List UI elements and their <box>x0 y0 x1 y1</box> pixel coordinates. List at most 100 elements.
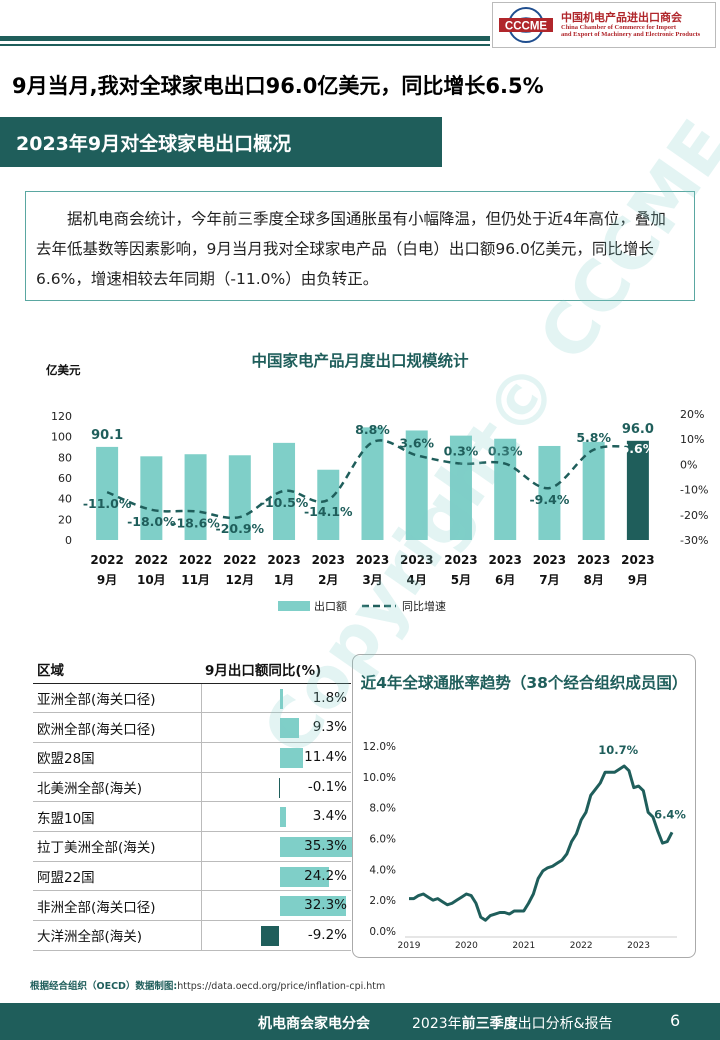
x-tick-year: 2022 <box>135 553 168 567</box>
x-tick-label: 2021 <box>512 941 535 951</box>
y-tick-label: 8.0% <box>369 803 396 815</box>
export-bar <box>361 427 384 540</box>
growth-value: 9.3% <box>312 719 347 736</box>
growth-bar <box>279 747 303 768</box>
region-name: 亚洲全部(海关口径) <box>33 683 202 714</box>
yoy-value-label: -14.1% <box>304 504 353 519</box>
yoy-value-label: 0.3% <box>444 444 479 459</box>
x-tick-month: 6月 <box>495 573 515 587</box>
inflation-line <box>409 764 674 922</box>
cccme-logo-icon: CCCME <box>497 5 555 45</box>
growth-value: 35.3% <box>304 837 347 854</box>
export-bar <box>317 469 340 540</box>
region-name: 阿盟22国 <box>33 861 202 892</box>
yoy-value-label: -10.5% <box>260 495 309 510</box>
x-tick-year: 2023 <box>488 553 521 567</box>
inflation-chart-panel: 近4年全球通胀率趋势（38个经合组织成员国） 0.0% 2.0% 4.0% 6.0% 8… <box>352 654 696 958</box>
org-logo: CCCME 中国机电产品进出口商会 China Chamber of Comme… <box>492 2 716 48</box>
growth-value: 32.3% <box>304 897 347 914</box>
legend-line-label: 同比增速 <box>402 599 446 613</box>
table-row: 阿盟22国 24.2% <box>33 861 351 892</box>
growth-value: -9.2% <box>307 927 347 943</box>
y2-tick-label: 0% <box>680 458 697 471</box>
growth-cell: 32.3% <box>201 890 351 921</box>
region-name: 拉丁美洲全部(海关) <box>33 831 202 862</box>
org-name-cn: 中国机电产品进出口商会 <box>561 10 682 24</box>
x-tick-label: 2023 <box>627 941 650 951</box>
table-row: 欧洲全部(海关口径) 9.3% <box>33 712 351 743</box>
y2-tick-label: -20% <box>680 509 708 522</box>
x-tick-month: 10月 <box>137 573 166 587</box>
growth-bar <box>260 926 280 946</box>
export-bar <box>538 445 561 540</box>
x-tick-month: 1月 <box>274 573 294 587</box>
region-name: 北美洲全部(海关) <box>33 772 202 803</box>
x-tick-month: 3月 <box>362 573 382 587</box>
table-row: 拉丁美洲全部(海关) 35.3% <box>33 831 352 862</box>
x-tick-month: 7月 <box>539 573 559 587</box>
y-tick-label: 20 <box>58 513 72 526</box>
growth-value: 11.4% <box>304 748 347 765</box>
table-header-row: 区域 9月出口额同比(%) <box>33 655 351 684</box>
source-url: https://data.oecd.org/price/inflation-cp… <box>177 981 386 992</box>
y-tick-label: 120 <box>51 410 72 423</box>
bar-value-label: 90.1 <box>91 428 123 443</box>
legend-bar-label: 出口额 <box>314 599 347 613</box>
x-tick-label: 2019 <box>398 941 421 951</box>
peak-annotation: 10.7% <box>598 743 638 757</box>
x-tick-month: 12月 <box>225 573 254 587</box>
x-tick-label: 2022 <box>570 941 593 951</box>
table-row: 欧盟28国 11.4% <box>33 742 351 773</box>
growth-value: 1.8% <box>312 689 347 706</box>
region-name: 东盟10国 <box>33 801 202 832</box>
growth-cell: -0.1% <box>201 772 351 803</box>
growth-bar <box>279 896 346 917</box>
y-tick-label: 2.0% <box>369 895 396 907</box>
growth-value: 24.2% <box>304 867 347 884</box>
x-tick-year: 2022 <box>90 553 123 567</box>
x-tick-year: 2022 <box>179 553 212 567</box>
x-tick-year: 2023 <box>267 553 300 567</box>
y2-tick-label: 10% <box>680 433 704 446</box>
y-axis-label: 亿美元 <box>46 363 81 377</box>
growth-value: 3.4% <box>312 808 347 825</box>
x-tick-month: 9月 <box>628 573 648 587</box>
table-header-region: 区域 <box>33 655 201 684</box>
export-bar <box>626 440 649 540</box>
header-rule-thin <box>0 44 490 46</box>
y-tick-label: 60 <box>58 472 72 485</box>
region-name: 大洋洲全部(海关) <box>33 920 202 951</box>
y-tick-label: 4.0% <box>369 864 396 876</box>
x-tick-month: 11月 <box>181 573 210 587</box>
y-tick-label: 0 <box>65 534 72 547</box>
export-bar <box>184 454 207 540</box>
growth-value: -0.1% <box>307 778 347 795</box>
x-tick-label: 2020 <box>455 941 478 951</box>
growth-cell: 9.3% <box>201 712 351 743</box>
growth-bar <box>278 777 280 798</box>
yoy-value-label: 6.6% <box>621 441 656 456</box>
intro-paragraph: 据机电商会统计，今年前三季度全球多国通胀虽有小幅降温，但仍处于近4年高位，叠加去… <box>25 191 695 301</box>
footer-report-title: 2023年前三季度出口分析&报告 <box>412 1013 613 1033</box>
growth-cell: 24.2% <box>201 861 351 892</box>
y-tick-label: 100 <box>51 431 72 444</box>
legend-bar-swatch <box>278 601 310 611</box>
growth-bar <box>279 836 352 857</box>
y2-tick-label: -30% <box>680 534 708 547</box>
table-row: 非洲全部(海关口径) 32.3% <box>33 890 351 921</box>
org-name-en-2: and Export of Machinery and Electronic P… <box>561 31 701 39</box>
page-footer: 机电商会家电分会 2023年前三季度出口分析&报告 6 <box>0 1003 720 1040</box>
x-tick-month: 9月 <box>97 573 117 587</box>
export-bar <box>449 435 472 540</box>
yoy-value-label: -20.9% <box>216 521 265 536</box>
y-tick-label: 0.0% <box>369 926 396 938</box>
table-row: 亚洲全部(海关口径) 1.8% <box>33 683 351 714</box>
y2-tick-label: 20% <box>680 408 704 421</box>
inflation-chart-svg: 0.0% 2.0% 4.0% 6.0% 8.0% 10.0% 12.0% 2019 2020 20… <box>363 741 687 951</box>
region-name: 非洲全部(海关口径) <box>33 890 202 921</box>
page-headline: 9月当月,我对全球家电出口96.0亿美元，同比增长6.5% <box>12 74 544 98</box>
growth-cell: 35.3% <box>201 831 352 862</box>
inflation-chart-title: 近4年全球通胀率趋势（38个经合组织成员国） <box>360 674 688 692</box>
growth-cell: 1.8% <box>201 683 351 714</box>
export-bar <box>582 441 605 540</box>
